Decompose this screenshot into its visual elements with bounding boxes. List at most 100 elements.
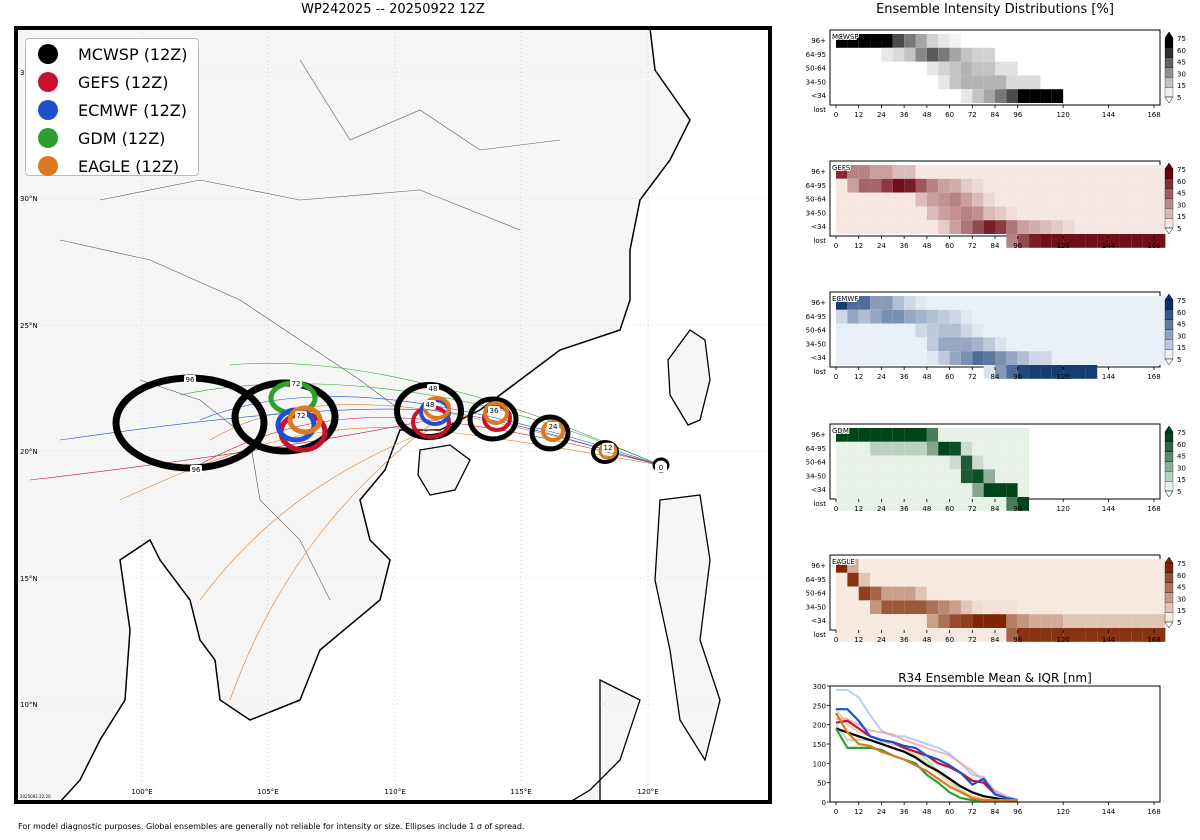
heatmap-cell (836, 455, 848, 470)
heatmap-xtick-label: 60 (945, 373, 954, 381)
heatmap-cell (1063, 220, 1075, 234)
heatmap-cell (904, 34, 916, 48)
heatmap-row-label: 50-64 (806, 196, 827, 204)
heatmap-cell (1006, 483, 1018, 497)
heatmap-row-label: 64-95 (806, 576, 826, 584)
heatmap-row-label: lost (813, 106, 826, 114)
heatmap-cell (995, 469, 1007, 484)
heatmap-cell (938, 323, 950, 338)
heatmap-cell (1085, 220, 1098, 234)
heatmap-cell (960, 614, 973, 628)
heatmap-cell (938, 192, 950, 207)
heatmap-cell (870, 323, 882, 338)
colorbar-arrow-top (1164, 31, 1174, 39)
heatmap-cell (972, 337, 984, 352)
heatmap-cell (836, 559, 848, 573)
heatmap-cell (960, 309, 973, 324)
heatmap-cell (858, 309, 871, 324)
heatmap-cell (1131, 586, 1143, 601)
heatmap-cell (949, 586, 961, 601)
r34-ytick-label: 300 (813, 683, 826, 691)
heatmap-cell (1051, 365, 1064, 379)
heatmap-cell (983, 309, 995, 324)
heatmap-cell (1154, 192, 1166, 207)
heatmap-cell (972, 559, 984, 573)
heatmap-cell (1017, 165, 1030, 179)
heatmap-cell (1029, 234, 1041, 248)
heatmap-cell (995, 455, 1007, 470)
heatmap-cell (995, 586, 1007, 601)
colorbar-step (1164, 309, 1174, 320)
heatmap-cell (972, 351, 984, 365)
heatmap-row-label: 34-50 (806, 603, 826, 611)
heatmap-cell (904, 469, 916, 484)
heatmap-cell (881, 600, 893, 615)
map-stamp: 2025092 22:26 (20, 794, 51, 799)
heatmap-cell (836, 206, 848, 221)
legend-item: GDM (12Z) (38, 125, 198, 151)
heatmap-cell (1131, 234, 1143, 248)
mainland (16, 28, 691, 802)
heatmap-cell (1063, 309, 1075, 324)
heatmap-xtick-label: 36 (900, 373, 909, 381)
heatmap-cell (881, 309, 893, 324)
heatmap-cell (1108, 614, 1120, 628)
heatmap-cell (1119, 296, 1132, 310)
heatmap-cell (938, 351, 950, 365)
heatmap-cell (1017, 483, 1030, 497)
heatmap-cell (926, 192, 939, 207)
colorbar-step (1164, 562, 1174, 573)
heatmap-cell (915, 614, 927, 628)
colorbar-step (1164, 441, 1174, 452)
heatmap-xtick-label: 72 (968, 505, 977, 513)
heatmap-cell (1040, 337, 1052, 352)
heatmap-cell (1006, 296, 1018, 310)
heatmap-cell (904, 559, 916, 573)
heatmap-cell (1119, 559, 1132, 573)
heatmap-cell (892, 323, 905, 338)
lon-label: 110°E (384, 788, 405, 796)
colorbar-label: 60 (1177, 572, 1186, 580)
heatmap-row-label: <34 (811, 617, 826, 625)
legend-marker (38, 128, 58, 148)
legend-item: ECMWF (12Z) (38, 97, 198, 123)
heatmap-cell (1006, 600, 1018, 615)
heatmap-cell (1051, 178, 1064, 193)
heatmap-cell (847, 600, 859, 615)
heatmap-cell (960, 559, 973, 573)
heatmap-cell (1074, 178, 1086, 193)
heatmap-cell (1119, 323, 1132, 338)
heatmap-cell (1119, 337, 1132, 352)
heatmap-cell (995, 351, 1007, 365)
heatmap-xtick-label: 120 (1056, 242, 1069, 250)
heatmap-cell (1040, 89, 1052, 103)
colorbar-label: 5 (1177, 356, 1181, 364)
heatmap-cell (1063, 234, 1075, 248)
heatmap-cell (915, 178, 927, 193)
heatmap-cell (915, 351, 927, 365)
colorbar-step (1164, 349, 1174, 360)
heatmap-cell (1040, 234, 1052, 248)
heatmap-cell (1006, 455, 1018, 470)
heatmap-cell (1154, 337, 1166, 352)
colorbar-label: 30 (1177, 595, 1186, 603)
heatmap-cell (892, 47, 905, 62)
heatmap-cell (1017, 497, 1030, 511)
heatmap-cell (1006, 351, 1018, 365)
heatmap-cell (1006, 614, 1018, 628)
heatmap-cell (938, 178, 950, 193)
heatmap-cell (1063, 600, 1075, 615)
heatmap-cell (960, 483, 973, 497)
heatmap-cell (892, 628, 905, 642)
heatmap-cell (983, 497, 995, 511)
heatmap-row-label: 50-64 (806, 459, 827, 467)
heatmap-cell (881, 441, 893, 456)
heatmap-cell (1108, 572, 1120, 587)
heatmap-cell (892, 572, 905, 587)
heatmap-xtick-label: 36 (900, 111, 909, 119)
heatmap-cell (881, 337, 893, 352)
heatmap-cell (995, 600, 1007, 615)
heatmap-cell (1006, 497, 1018, 511)
heatmap-cell (1029, 559, 1041, 573)
heatmap-cell (938, 75, 950, 90)
